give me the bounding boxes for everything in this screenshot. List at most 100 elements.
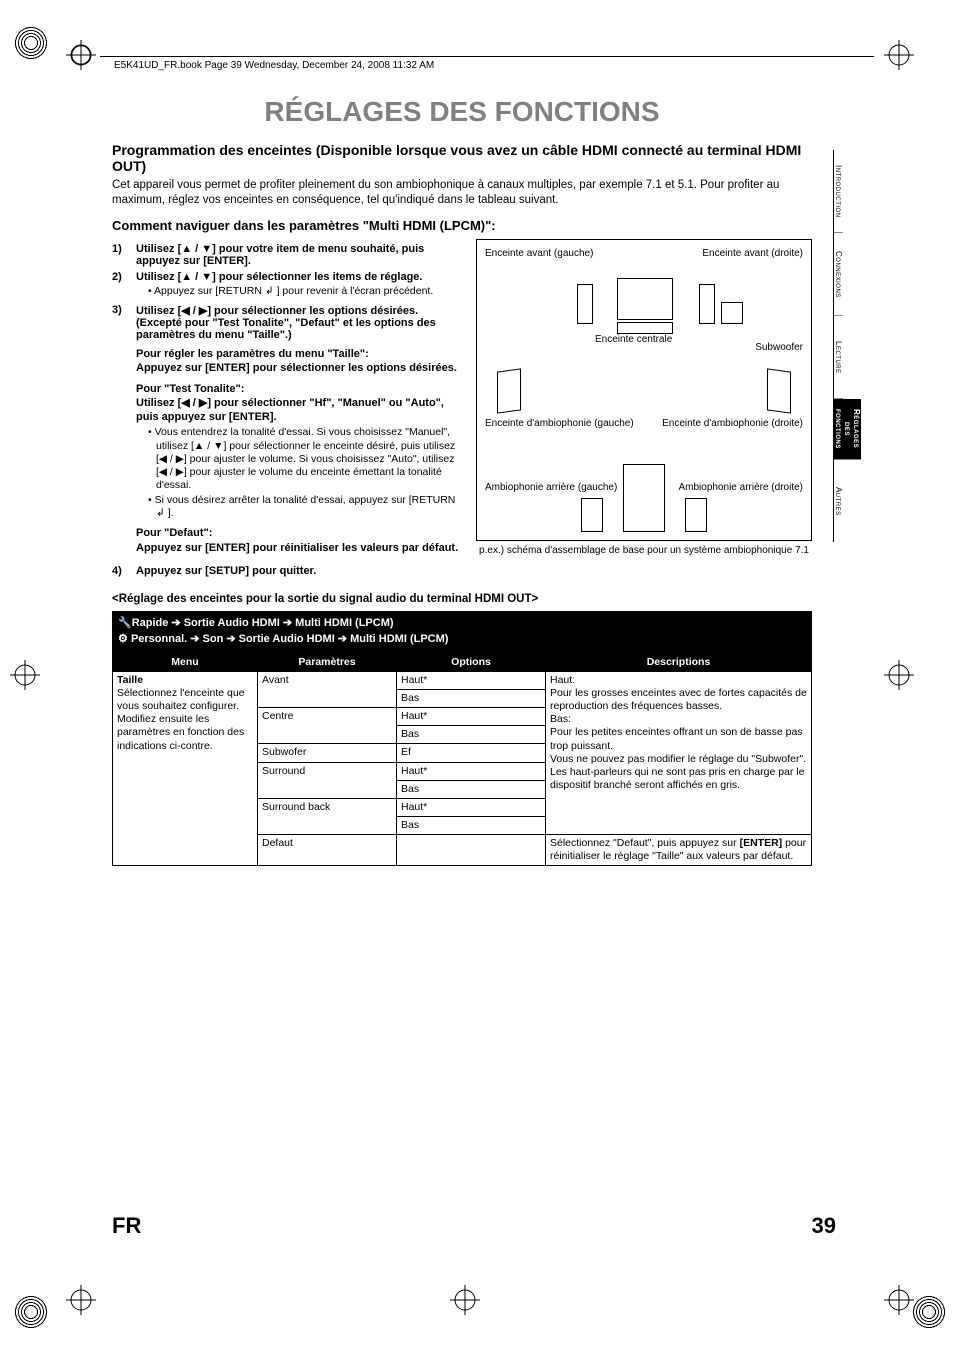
menu-desc: Sélectionnez l'enceinte que vous souhait… — [117, 687, 245, 752]
label-back-left: Ambiophonie arrière (gauche) — [485, 482, 617, 493]
footer-page: 39 — [812, 1213, 836, 1239]
sub-bullet: Si vous désirez arrêter la tonalité d'es… — [148, 494, 462, 520]
cell-desc-default: Sélectionnez "Defaut", puis appuyez sur … — [546, 835, 812, 866]
table-heading: <Réglage des enceintes pour la sortie du… — [112, 593, 812, 605]
cell-param: Surround — [258, 762, 397, 798]
cell-param: Avant — [258, 671, 397, 707]
cell-option: Haut* — [397, 762, 546, 780]
th-options: Options — [397, 652, 546, 671]
label-surround-right: Enceinte d'ambiophonie (droite) — [662, 418, 803, 429]
para-body: Utilisez [◀ / ▶] pour sélectionner "Hf",… — [136, 397, 444, 423]
step-text: Appuyez sur [SETUP] pour quitter. — [136, 565, 812, 577]
para-test: Pour "Test Tonalite": Utilisez [◀ / ▶] p… — [136, 382, 462, 521]
printer-ring-icon — [912, 1295, 946, 1329]
crop-mark-icon — [66, 40, 96, 70]
path-1: Rapide ➔ Sortie Audio HDMI ➔ Multi HDMI … — [132, 617, 394, 629]
printer-ring-icon — [14, 1295, 48, 1329]
speaker-fr-icon — [699, 284, 715, 324]
th-desc: Descriptions — [546, 652, 812, 671]
table-row: Taille Sélectionnez l'enceinte que vous … — [113, 671, 812, 689]
crop-mark-icon — [66, 1285, 96, 1315]
desc-text: Haut: Pour les grosses enceintes avec de… — [550, 674, 807, 791]
left-column: 1) Utilisez [▲ / ▼] pour votre item de m… — [112, 239, 462, 557]
path-2: Personnal. ➔ Son ➔ Sortie Audio HDMI ➔ M… — [131, 633, 449, 645]
speaker-sbl-icon — [581, 498, 603, 532]
section-body: Cet appareil vous permet de profiter ple… — [112, 178, 812, 208]
step-text: Utilisez [▲ / ▼] pour sélectionner les i… — [136, 271, 462, 300]
right-column: Enceinte avant (gauche) Enceinte avant (… — [476, 239, 812, 557]
label-surround-left: Enceinte d'ambiophonie (gauche) — [485, 418, 634, 429]
para-head: Pour "Defaut": — [136, 527, 212, 539]
cell-option: Bas — [397, 690, 546, 708]
crop-mark-icon — [884, 1285, 914, 1315]
speaker-diagram: Enceinte avant (gauche) Enceinte avant (… — [476, 239, 812, 541]
para-head: Pour régler les paramètres du menu "Tail… — [136, 348, 369, 360]
cell-param: Centre — [258, 708, 397, 744]
tab-connexions: Connexions — [834, 233, 843, 316]
table-header-row: Menu Paramètres Options Descriptions — [113, 652, 812, 671]
para-head: Pour "Test Tonalite": — [136, 383, 244, 395]
crop-mark-icon — [884, 660, 914, 690]
para-body: Appuyez sur [ENTER] pour sélectionner le… — [136, 362, 457, 374]
cell-desc: Haut: Pour les grosses enceintes avec de… — [546, 671, 812, 834]
step-text: Utilisez [▲ / ▼] pour votre item de menu… — [136, 243, 462, 267]
step-1: 1) Utilisez [▲ / ▼] pour votre item de m… — [112, 243, 462, 267]
speaker-sbr-icon — [685, 498, 707, 532]
tab-introduction: Introduction — [834, 150, 843, 233]
header-rule — [100, 56, 874, 57]
cell-param: Defaut — [258, 835, 397, 866]
crop-mark-icon — [884, 40, 914, 70]
para-defaut: Pour "Defaut": Appuyez sur [ENTER] pour … — [136, 526, 462, 555]
step-3: 3) Utilisez [◀ / ▶] pour sélectionner le… — [112, 304, 462, 341]
page: E5K41UD_FR.book Page 39 Wednesday, Decem… — [0, 0, 954, 1351]
printer-ring-icon — [14, 26, 48, 60]
subwoofer-icon — [721, 302, 743, 324]
cell-option: Haut* — [397, 798, 546, 816]
wrench-icon: 🔧 — [118, 617, 132, 629]
page-footer: FR 39 — [112, 1213, 836, 1239]
side-tabs: Introduction Connexions Lecture Réglages… — [833, 150, 868, 542]
step-number: 1) — [112, 243, 136, 267]
tab-lecture: Lecture — [834, 316, 843, 399]
subsection-heading: Comment naviguer dans les paramètres "Mu… — [112, 218, 812, 233]
step-text: Utilisez [▲ / ▼] pour sélectionner les i… — [136, 271, 422, 283]
speaker-fl-icon — [577, 284, 593, 324]
step-4: 4) Appuyez sur [SETUP] pour quitter. — [112, 565, 812, 577]
tv-icon — [617, 278, 673, 320]
listener-icon — [623, 464, 665, 532]
navigation-path-box: 🔧Rapide ➔ Sortie Audio HDMI ➔ Multi HDMI… — [112, 611, 812, 652]
step-number: 3) — [112, 304, 136, 341]
content-area: RÉGLAGES DES FONCTIONS Programmation des… — [112, 90, 812, 866]
section-heading: Programmation des enceintes (Disponible … — [112, 142, 812, 174]
crop-mark-icon — [10, 660, 40, 690]
step-number: 4) — [112, 565, 136, 577]
menu-name: Taille — [117, 674, 143, 686]
step-number: 2) — [112, 271, 136, 300]
cell-option: Ef — [397, 744, 546, 762]
th-params: Paramètres — [258, 652, 397, 671]
sliders-icon: ⚙ — [118, 633, 128, 645]
cell-option: Bas — [397, 816, 546, 834]
label-back-right: Ambiophonie arrière (droite) — [678, 482, 803, 493]
step-text: Utilisez [◀ / ▶] pour sélectionner les o… — [136, 304, 462, 341]
cell-option: Bas — [397, 726, 546, 744]
label-front-right: Enceinte avant (droite) — [702, 248, 803, 259]
cell-option: Haut* — [397, 708, 546, 726]
cell-param: Surround back — [258, 798, 397, 834]
label-subwoofer: Subwoofer — [755, 342, 803, 353]
two-column-layout: 1) Utilisez [▲ / ▼] pour votre item de m… — [112, 239, 812, 557]
settings-table: Menu Paramètres Options Descriptions Tai… — [112, 652, 812, 866]
para-taille: Pour régler les paramètres du menu "Tail… — [136, 347, 462, 376]
diagram-caption: p.ex.) schéma d'assemblage de base pour … — [476, 545, 812, 556]
cell-option — [397, 835, 546, 866]
crop-mark-icon — [450, 1285, 480, 1315]
para-body: Appuyez sur [ENTER] pour réinitialiser l… — [136, 542, 458, 554]
cell-param: Subwofer — [258, 744, 397, 762]
step-2: 2) Utilisez [▲ / ▼] pour sélectionner le… — [112, 271, 462, 300]
cell-menu: Taille Sélectionnez l'enceinte que vous … — [113, 671, 258, 865]
th-menu: Menu — [113, 652, 258, 671]
tab-reglages-active: Réglages des fonctions — [834, 399, 861, 460]
center-speaker-icon — [617, 322, 673, 334]
header-meta-text: E5K41UD_FR.book Page 39 Wednesday, Decem… — [110, 60, 438, 71]
cell-option: Bas — [397, 780, 546, 798]
